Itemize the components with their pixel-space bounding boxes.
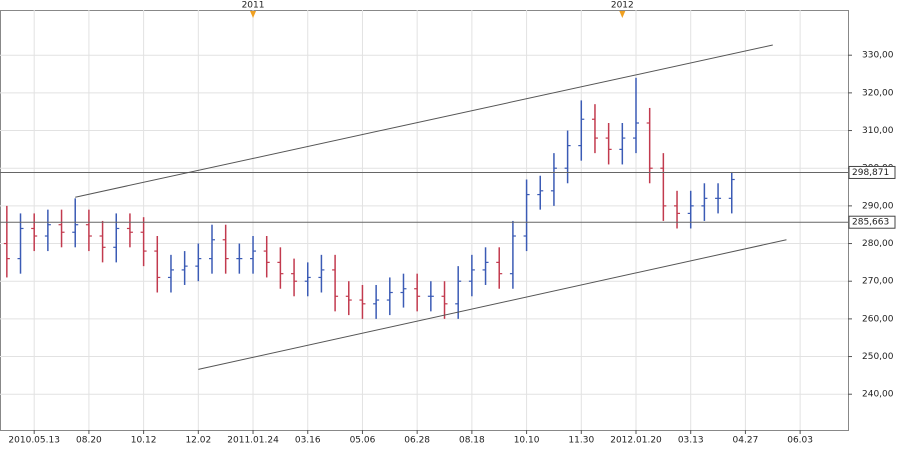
y-tick-label: 260,00 [862,314,894,324]
y-tick-label: 240,00 [862,390,894,400]
trend-line [75,44,773,198]
y-tick-label: 280,00 [862,239,894,249]
x-tick-label: 08.20 [76,436,102,446]
x-tick-label: 08.18 [459,436,485,446]
x-tick-label: 10.10 [514,436,540,446]
y-tick-label: 270,00 [862,277,894,287]
x-tick-label: 2010.05.13 [8,436,60,446]
year-marker-label: 2012 [611,1,634,11]
x-tick-label: 06.03 [787,436,813,446]
price-label: 285,663 [852,218,889,228]
x-tick-label: 06.28 [404,436,430,446]
x-tick-label: 04.27 [733,436,759,446]
y-tick-label: 310,00 [862,126,894,136]
x-tick-label: 11.30 [568,436,594,446]
price-label: 298,871 [852,168,889,178]
x-tick-label: 10.12 [131,436,157,446]
trend-line [198,239,787,370]
x-tick-label: 05.06 [350,436,376,446]
x-tick-label: 03.16 [295,436,321,446]
year-marker [250,11,257,18]
year-marker [619,11,626,18]
x-tick-label: 2012.01.20 [610,436,662,446]
x-tick-label: 03.13 [678,436,704,446]
y-tick-label: 330,00 [862,51,894,61]
y-tick-label: 250,00 [862,352,894,362]
price-label-box [848,215,896,229]
price-label-box [848,165,896,179]
y-tick-label: 290,00 [862,201,894,211]
y-tick-label: 320,00 [862,88,894,98]
x-tick-label: 12.02 [185,436,211,446]
x-tick-label: 2011.01.24 [227,436,279,446]
year-marker-label: 2011 [242,1,265,11]
